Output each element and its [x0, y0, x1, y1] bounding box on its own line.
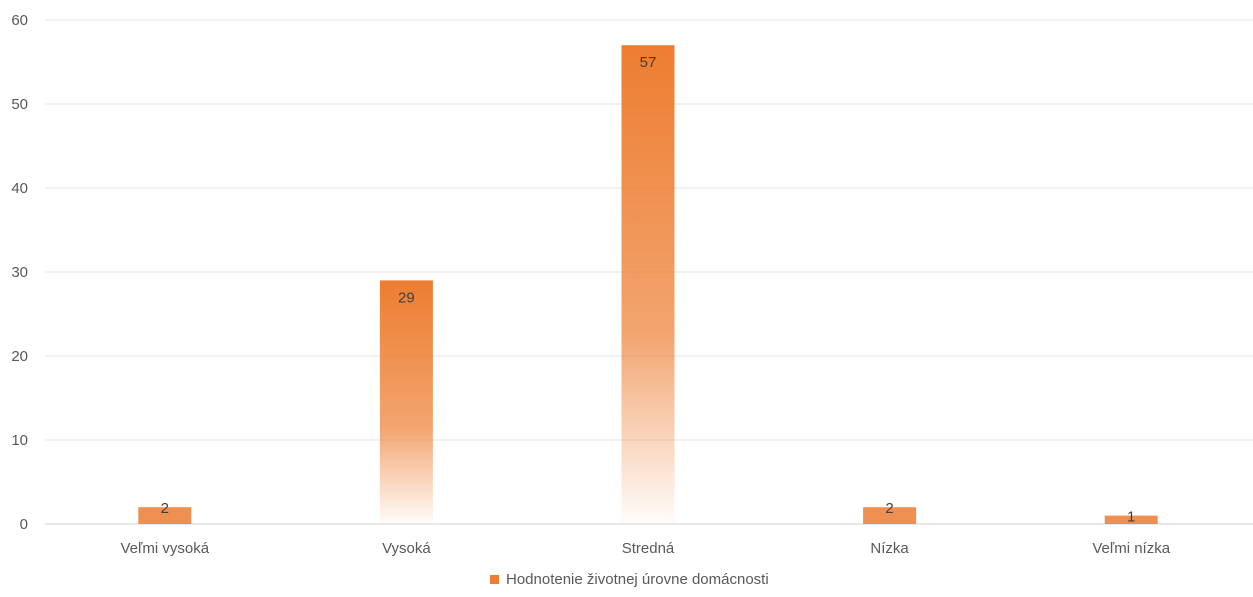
bar	[1104, 515, 1158, 524]
bars	[138, 45, 1158, 524]
data-label: 57	[640, 54, 657, 71]
x-category-label: Nízka	[870, 540, 909, 557]
data-labels: 2 29 57 2 1	[161, 54, 1136, 525]
data-label: 29	[398, 289, 415, 306]
y-axis-ticks: 0 10 20 30 40 50 60	[11, 12, 28, 533]
bar	[621, 45, 675, 524]
y-tick-label: 20	[11, 348, 28, 365]
x-category-label: Stredná	[622, 540, 675, 557]
y-tick-label: 10	[11, 432, 28, 449]
x-axis-labels: Veľmi vysoká Vysoká Stredná Nízka Veľmi nízk…	[121, 540, 1171, 557]
x-category-label: Vysoká	[382, 540, 431, 557]
bar	[379, 280, 433, 524]
data-label: 1	[1127, 509, 1135, 526]
y-tick-label: 50	[11, 96, 28, 113]
data-label: 2	[885, 500, 893, 517]
x-category-label: Veľmi vysoká	[121, 540, 210, 557]
y-tick-label: 60	[11, 12, 28, 29]
legend: Hodnotenie životnej úrovne domácnosti	[490, 571, 769, 588]
data-label: 2	[161, 500, 169, 517]
y-tick-label: 30	[11, 264, 28, 281]
legend-swatch	[490, 575, 499, 584]
bar	[863, 507, 917, 524]
x-category-label: Veľmi nízka	[1092, 540, 1170, 557]
legend-label: Hodnotenie životnej úrovne domácnosti	[506, 571, 769, 588]
bar	[138, 507, 192, 524]
y-tick-label: 0	[20, 516, 28, 533]
y-tick-label: 40	[11, 180, 28, 197]
